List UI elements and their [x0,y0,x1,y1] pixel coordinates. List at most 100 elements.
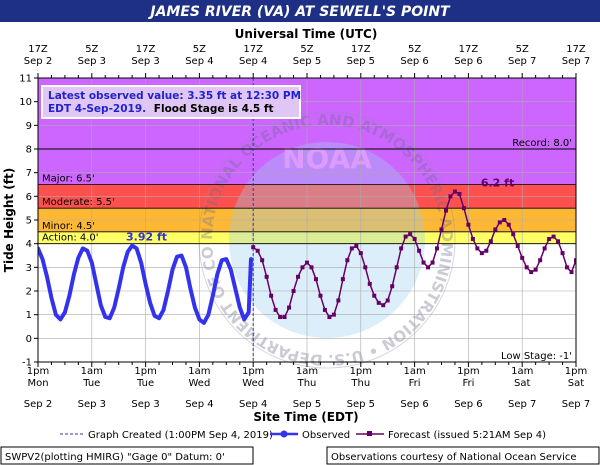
y-tick-label: 10 [19,97,32,108]
utc-date-label: Sep 3 [78,56,106,67]
forecast-point [300,265,305,270]
title-bar [0,0,600,22]
forecast-point [381,303,386,308]
forecast-point [264,274,269,279]
forecast-point [461,206,466,211]
forecast-point [520,255,525,260]
forecast-point [569,270,574,275]
forecast-point [403,234,408,239]
forecast-point [524,265,529,270]
utc-date-label: Sep 4 [239,56,267,67]
forecast-point [340,277,345,282]
local-date-label: Sep 4 [239,399,267,410]
forecast-point [542,246,547,251]
latest-observed-line1: Latest observed value: 3.35 ft at 12:30 … [48,90,301,102]
forecast-point [484,248,489,253]
reference-label-low-stage: Low Stage: -1' [501,351,572,362]
y-tick-label: 7 [26,168,32,179]
peak-annotation: 3.92 ft [126,231,167,244]
forecast-point [367,281,372,286]
y-tick-label: 9 [26,121,32,132]
utc-time-label: 5Z [193,44,206,55]
forecast-point [358,251,363,256]
observed-line [38,243,253,325]
utc-date-label: Sep 7 [562,56,590,67]
local-time-label: 1pm [242,366,264,377]
local-date-label: Sep 4 [185,399,213,410]
forecast-point [515,244,520,249]
top-axis-title: Universal Time (UTC) [235,27,378,41]
y-tick-label: 1 [26,310,32,321]
local-day-label: Fri [409,378,421,389]
utc-date-label: Sep 3 [131,56,159,67]
forecast-point [475,246,480,251]
forecast-point [385,298,390,303]
svg-text:EDT 4-Sep-2019. Flood St: EDT 4-Sep-2019. Flood Stage is 4.5 ft [48,103,273,115]
flood-stage-text: Flood Stage is 4.5 ft [154,103,274,115]
y-tick-label: 5 [26,216,32,227]
y-tick-label: 4 [26,239,32,250]
forecast-point [506,222,511,227]
forecast-point [479,251,484,256]
utc-time-label: 17Z [566,44,586,55]
forecast-point [551,234,556,239]
utc-date-label: Sep 6 [400,56,428,67]
band-label-action: Action: 4.0' [42,233,99,244]
forecast-point [363,265,368,270]
forecast-point [349,246,354,251]
forecast-point [439,227,444,232]
utc-date-label: Sep 7 [508,56,536,67]
band-label-major: Major: 6.5' [42,174,95,185]
local-day-label: Thu [350,378,370,389]
legend-observed-marker [280,430,288,438]
local-date-label: Sep 6 [454,399,482,410]
forecast-point [282,315,287,320]
local-time-label: 1am [296,366,318,377]
watermark-center-text: NOAA [282,142,372,175]
legend-observed: Observed [302,430,350,441]
forecast-point [448,194,453,199]
x-axis-title: Site Time (EDT) [253,410,358,424]
forecast-point [336,298,341,303]
forecast-point [547,236,552,241]
forecast-point [273,307,278,312]
forecast-point [556,239,561,244]
footer-gage-info: SWPV2(plotting HMIRG) "Gage 0" Datum: 0' [5,452,225,463]
forecast-point [394,265,399,270]
forecast-point [421,260,426,265]
forecast-point [417,248,422,253]
local-time-label: 1pm [27,366,49,377]
forecast-point [327,315,332,320]
forecast-point [430,260,435,265]
utc-time-label: 17Z [28,44,48,55]
utc-date-label: Sep 6 [454,56,482,67]
forecast-point [533,267,538,272]
forecast-point [318,293,323,298]
forecast-point [305,260,309,265]
utc-time-label: 17Z [243,44,263,55]
forecast-point [269,293,274,298]
local-date-label: Sep 5 [293,399,321,410]
chart-title: JAMES RIVER (VA) AT SEWELL'S POINT [147,4,451,20]
local-time-label: 1am [188,366,210,377]
forecast-point [278,315,283,320]
footer-credit: Observations courtesy of National Ocean … [331,452,577,463]
local-date-label: Sep 6 [400,399,428,410]
forecast-point [560,251,565,256]
forecast-point [287,305,292,310]
utc-time-label: 17Z [459,44,479,55]
forecast-point [457,191,462,196]
forecast-point [345,258,350,263]
local-date-label: Sep 2 [24,399,52,410]
local-day-label: Thu [297,378,317,389]
y-tick-label: 8 [26,145,32,156]
legend-forecast-marker [367,431,372,436]
reference-label-record: Record: 8.0' [512,138,572,149]
forecast-point [399,246,404,251]
local-day-label: Tue [82,378,100,389]
forecast-point [260,258,265,263]
forecast-point [313,277,318,282]
forecast-point [529,270,534,275]
forecast-point [426,265,431,270]
